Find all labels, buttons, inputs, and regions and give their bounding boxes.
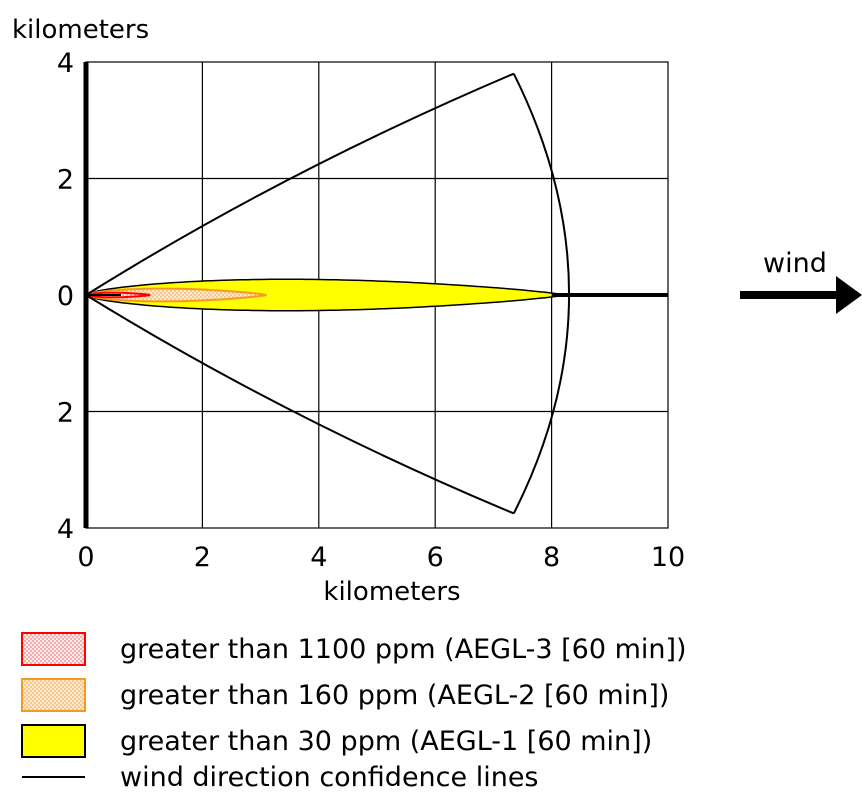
legend-swatch-aegl3 [21,632,86,666]
legend-item-aegl1: greater than 30 ppm (AEGL-1 [60 min]) [21,724,652,758]
x-tick-label: 10 [651,542,685,573]
legend-swatch-aegl2 [21,678,86,712]
x-tick-label: 8 [543,542,560,573]
y-tick-labels: 4 2 0 2 4 [57,48,74,545]
legend-label-aegl3: greater than 1100 ppm (AEGL-3 [60 min]) [120,634,687,665]
legend-item-aegl3: greater than 1100 ppm (AEGL-3 [60 min]) [21,632,687,666]
zone-aegl-2 [83,287,267,303]
x-tick-label: 2 [194,542,211,573]
y-tick-label: 4 [57,514,74,545]
y-tick-label: 2 [57,165,74,196]
x-axis-title: kilometers [323,577,460,607]
y-tick-label: 4 [57,48,74,79]
legend-item-confidence-lines: wind direction confidence lines [22,762,539,792]
legend-item-aegl2: greater than 160 ppm (AEGL-2 [60 min]) [21,678,669,712]
confidence-line-upper [85,72,515,296]
y-axis-title: kilometers [12,15,149,45]
x-tick-label: 4 [310,542,327,573]
legend-label-aegl1: greater than 30 ppm (AEGL-1 [60 min]) [120,726,652,757]
wind-arrow-icon [740,276,862,314]
y-tick-label: 0 [57,281,74,312]
wind-label: wind [763,248,827,279]
confidence-line-lower [85,294,515,515]
legend-swatch-aegl1 [21,724,86,758]
x-tick-labels: 0 2 4 6 8 10 [77,542,685,573]
legend-label-aegl2: greater than 160 ppm (AEGL-2 [60 min]) [120,680,669,711]
x-tick-label: 6 [427,542,444,573]
confidence-arc [512,73,571,514]
confidence-lines [85,72,571,515]
y-tick-label: 2 [57,398,74,429]
legend-label-confidence-lines: wind direction confidence lines [120,762,539,792]
threat-zones [83,278,668,312]
legend: greater than 1100 ppm (AEGL-3 [60 min]) … [21,632,687,792]
x-tick-label: 0 [77,542,94,573]
